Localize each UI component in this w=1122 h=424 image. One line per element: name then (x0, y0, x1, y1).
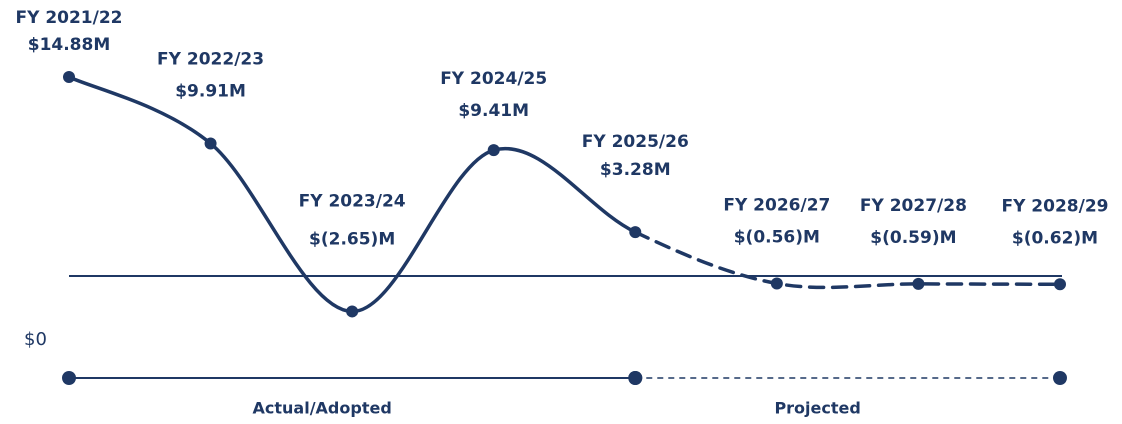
category-label: FY 2027/28 (860, 196, 967, 216)
value-label: $9.91M (175, 81, 246, 101)
value-label: $(0.62)M (1012, 228, 1098, 248)
point (346, 305, 359, 318)
line (633, 230, 1062, 290)
timeline-dot (628, 371, 643, 385)
point (629, 226, 642, 239)
value-label: $3.28M (600, 160, 671, 180)
point (912, 277, 925, 290)
point (204, 137, 217, 150)
y-tick-label: $0 (24, 329, 47, 350)
point (487, 144, 500, 157)
category-label: FY 2026/27 (723, 195, 830, 215)
point (770, 277, 783, 290)
category-label: FY 2021/22 (15, 8, 122, 28)
category-label: FY 2028/29 (1001, 196, 1108, 216)
value-label: $(2.65)M (309, 229, 395, 249)
value-label: $(0.56)M (734, 227, 820, 247)
category-label: FY 2022/23 (157, 49, 264, 69)
category-label: FY 2024/25 (440, 69, 547, 89)
value-label: $14.88M (28, 35, 111, 55)
timeline-dot (62, 371, 76, 385)
period-label: Actual/Adopted (253, 399, 392, 418)
point (63, 70, 75, 83)
category-label: FY 2023/24 (299, 191, 406, 211)
category-label: FY 2025/26 (582, 132, 689, 152)
timeline-dot (1052, 371, 1067, 385)
value-label: $9.41M (458, 101, 529, 121)
value-label: $(0.59)M (870, 228, 956, 248)
period-label: Projected (774, 399, 860, 418)
point (1053, 278, 1066, 291)
